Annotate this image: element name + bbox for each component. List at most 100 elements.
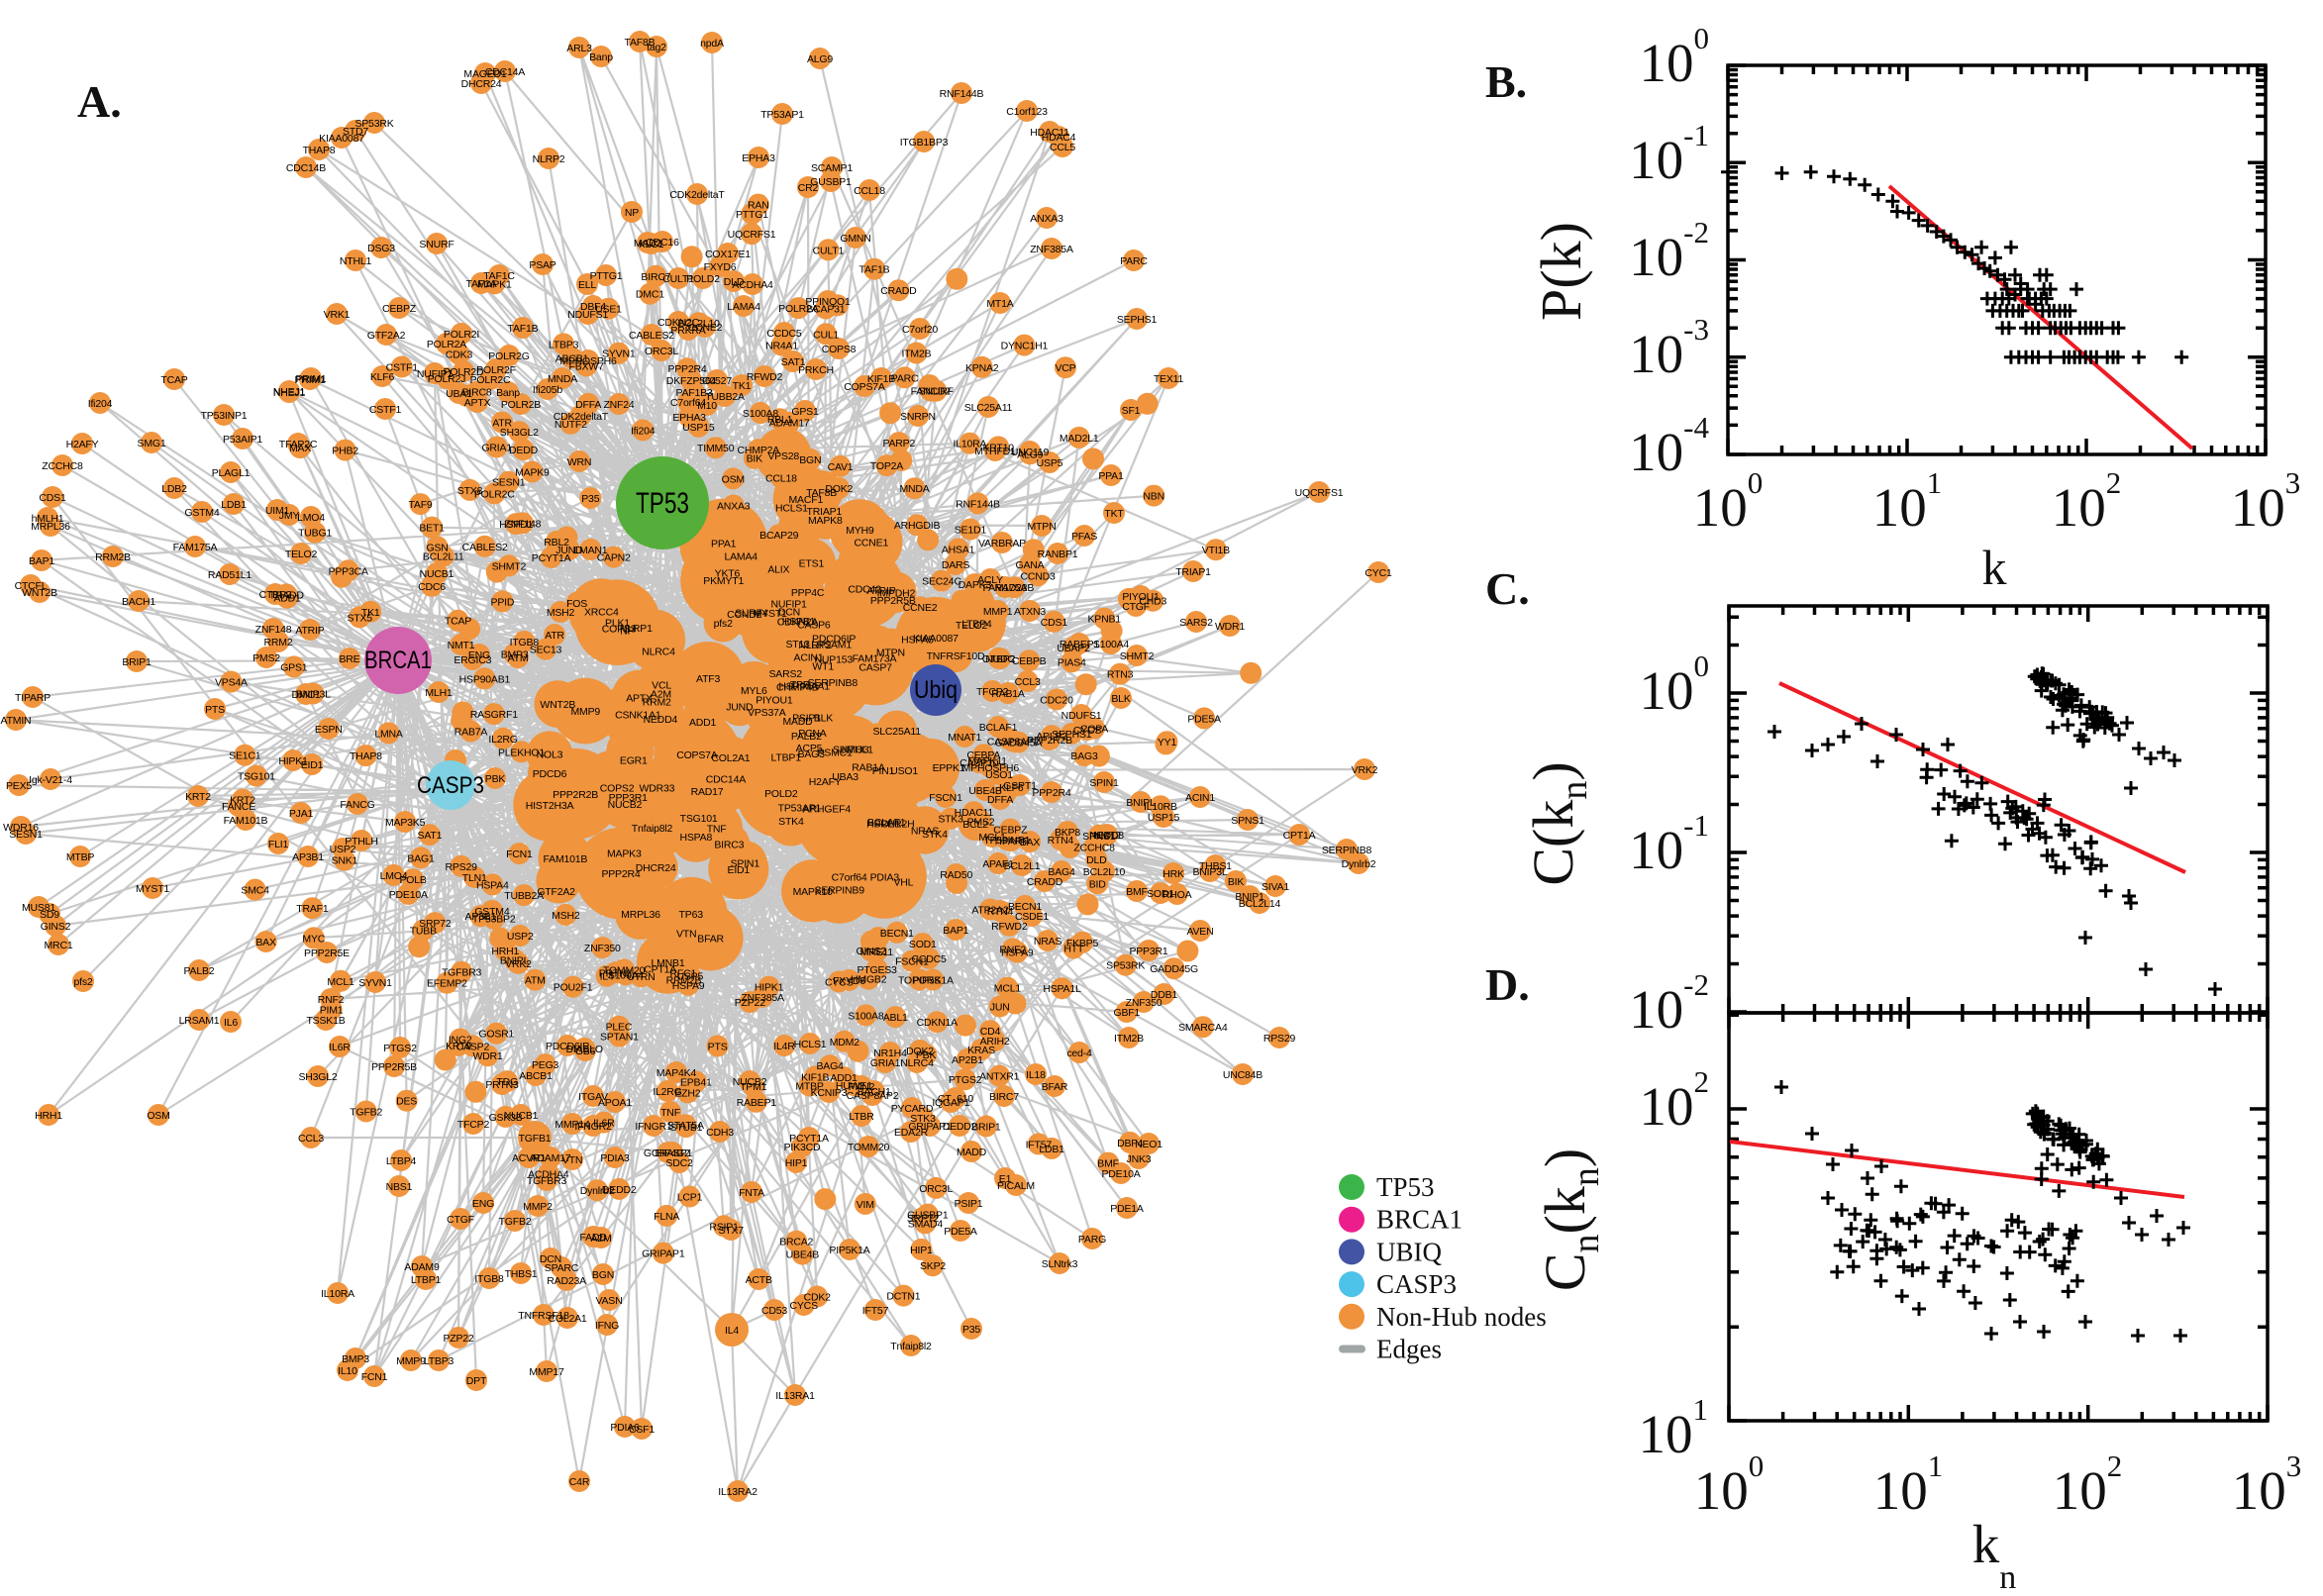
svg-text:TSG101: TSG101 xyxy=(238,771,275,783)
svg-text:NEO1: NEO1 xyxy=(1135,1139,1162,1150)
svg-text:ITM2B: ITM2B xyxy=(1114,1033,1144,1045)
svg-text:SYVN1: SYVN1 xyxy=(602,349,636,360)
svg-text:ABCB1: ABCB1 xyxy=(519,1070,553,1082)
svg-text:EZH2: EZH2 xyxy=(674,1087,700,1099)
svg-text:BECN1: BECN1 xyxy=(880,928,914,940)
svg-text:HSP90AA1: HSP90AA1 xyxy=(778,680,830,692)
svg-text:BMF: BMF xyxy=(1126,886,1148,898)
svg-text:CT_610: CT_610 xyxy=(938,1093,974,1105)
svg-text:ATRIP: ATRIP xyxy=(866,585,895,597)
svg-text:DOK2: DOK2 xyxy=(825,483,853,495)
svg-text:HCLS1: HCLS1 xyxy=(775,503,808,515)
svg-text:DEDD: DEDD xyxy=(509,445,539,456)
svg-text:ITGB8: ITGB8 xyxy=(474,1273,504,1285)
svg-text:DCN: DCN xyxy=(540,1253,561,1265)
svg-text:SE1D1: SE1D1 xyxy=(955,525,987,537)
svg-text:COX17E1: COX17E1 xyxy=(705,249,751,260)
svg-text:RNF144B: RNF144B xyxy=(956,498,1000,510)
svg-text:PSIP1: PSIP1 xyxy=(792,713,821,725)
svg-text:NP: NP xyxy=(620,626,634,638)
svg-text:MLH1: MLH1 xyxy=(425,687,453,699)
svg-text:COPS2: COPS2 xyxy=(600,783,635,795)
svg-text:PLEC: PLEC xyxy=(606,1022,633,1034)
svg-text:CYCS: CYCS xyxy=(825,977,854,989)
svg-text:IL10RA: IL10RA xyxy=(953,439,986,450)
svg-text:NUCB2: NUCB2 xyxy=(733,1076,767,1088)
svg-text:IL18: IL18 xyxy=(1026,1069,1046,1081)
svg-text:SPIN1: SPIN1 xyxy=(1089,777,1119,789)
svg-text:CDC14A: CDC14A xyxy=(706,774,746,786)
svg-text:LRSAM1: LRSAM1 xyxy=(179,1015,220,1027)
svg-text:Tnfaip8l2: Tnfaip8l2 xyxy=(890,1341,932,1352)
svg-text:SNURF: SNURF xyxy=(919,386,954,398)
svg-text:STK3: STK3 xyxy=(910,1113,936,1125)
svg-text:BMF: BMF xyxy=(1097,1158,1119,1170)
svg-text:MAP3K5: MAP3K5 xyxy=(385,817,426,829)
svg-text:MAPK1: MAPK1 xyxy=(477,278,512,290)
svg-text:APAF1: APAF1 xyxy=(982,858,1014,870)
svg-text:YY1: YY1 xyxy=(1158,737,1177,748)
svg-text:DPT: DPT xyxy=(466,1375,487,1387)
svg-text:PYCARD: PYCARD xyxy=(891,1103,934,1115)
svg-text:CDK2deltaT: CDK2deltaT xyxy=(669,189,725,201)
svg-text:FXYD6: FXYD6 xyxy=(704,261,737,273)
svg-text:DIABLO: DIABLO xyxy=(566,1044,603,1055)
svg-text:FSCN1: FSCN1 xyxy=(929,792,962,804)
svg-text:ORC3L: ORC3L xyxy=(645,346,678,357)
svg-text:PRTN3: PRTN3 xyxy=(599,967,633,979)
svg-text:BAP1: BAP1 xyxy=(29,555,54,567)
svg-text:CCL3: CCL3 xyxy=(298,1133,324,1145)
svg-text:BACH1: BACH1 xyxy=(858,1086,891,1098)
svg-text:SLC25A11: SLC25A11 xyxy=(964,402,1013,414)
svg-text:EDA2R: EDA2R xyxy=(894,1127,929,1139)
svg-text:RAD50: RAD50 xyxy=(940,869,972,881)
svg-text:WDR1: WDR1 xyxy=(1215,621,1245,633)
svg-text:ZNF350: ZNF350 xyxy=(1126,997,1162,1009)
svg-text:UQCRFS1: UQCRFS1 xyxy=(728,229,776,241)
svg-text:A2M: A2M xyxy=(591,1233,612,1245)
svg-text:LMNB1: LMNB1 xyxy=(651,957,684,969)
svg-text:PTTG1: PTTG1 xyxy=(736,209,768,221)
svg-text:CCNE2: CCNE2 xyxy=(688,322,723,334)
svg-text:BAP1: BAP1 xyxy=(943,925,968,937)
svg-text:S100A4: S100A4 xyxy=(1093,639,1130,650)
svg-text:BCAP29: BCAP29 xyxy=(759,530,798,542)
svg-text:HSPD1: HSPD1 xyxy=(499,519,533,531)
svg-text:USP2: USP2 xyxy=(507,931,534,943)
svg-text:TGFBR3: TGFBR3 xyxy=(527,1175,567,1187)
svg-text:DHCR24: DHCR24 xyxy=(461,78,502,90)
svg-text:BID: BID xyxy=(1089,878,1107,890)
svg-text:PJA1: PJA1 xyxy=(289,808,314,820)
svg-text:pfs2: pfs2 xyxy=(73,976,92,988)
svg-text:LAMA4: LAMA4 xyxy=(727,301,760,313)
svg-text:NEDD8: NEDD8 xyxy=(1089,830,1124,842)
svg-text:PPID: PPID xyxy=(491,596,515,608)
svg-text:FANCG: FANCG xyxy=(340,799,374,811)
svg-text:BNIP1: BNIP1 xyxy=(1235,891,1264,903)
svg-text:SCAMP1: SCAMP1 xyxy=(811,162,853,174)
svg-text:NUFIP1: NUFIP1 xyxy=(417,368,454,380)
svg-text:NR1H4: NR1H4 xyxy=(873,1047,907,1059)
svg-text:TFAP2C: TFAP2C xyxy=(279,439,318,450)
svg-text:ETS1: ETS1 xyxy=(799,558,825,570)
svg-text:BAG1: BAG1 xyxy=(407,852,435,864)
svg-text:S100A8: S100A8 xyxy=(848,1010,884,1022)
svg-text:YKT6: YKT6 xyxy=(715,568,741,580)
svg-text:PIP5K1A: PIP5K1A xyxy=(829,1245,869,1256)
svg-text:CDC14A: CDC14A xyxy=(485,66,525,78)
svg-text:RAD23B: RAD23B xyxy=(994,582,1034,594)
svg-text:PIN1: PIN1 xyxy=(872,765,895,777)
svg-text:IL4R: IL4R xyxy=(773,1041,795,1052)
svg-text:GSTM4: GSTM4 xyxy=(474,906,510,918)
svg-text:PPA1: PPA1 xyxy=(1098,470,1124,482)
svg-text:SDC2: SDC2 xyxy=(665,1157,693,1169)
svg-text:TGFBR3: TGFBR3 xyxy=(442,967,482,979)
svg-text:NEDD4: NEDD4 xyxy=(644,714,678,726)
svg-text:DYNC1H1: DYNC1H1 xyxy=(1001,341,1049,352)
svg-text:UIM1: UIM1 xyxy=(265,505,290,517)
svg-text:MMP1: MMP1 xyxy=(983,606,1013,618)
svg-text:MSH2: MSH2 xyxy=(552,910,580,922)
svg-text:MDM2: MDM2 xyxy=(830,1037,859,1048)
svg-text:PSIP1: PSIP1 xyxy=(955,1198,983,1210)
svg-text:ARHGDIB: ARHGDIB xyxy=(894,520,941,532)
